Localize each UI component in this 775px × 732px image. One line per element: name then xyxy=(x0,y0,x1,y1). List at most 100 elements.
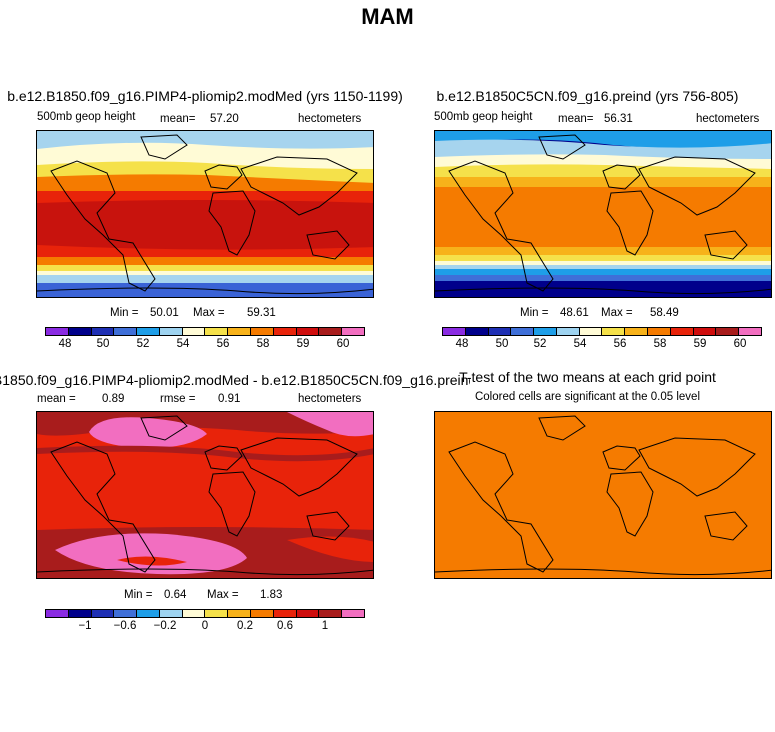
panel2-colorbar xyxy=(442,327,762,336)
panel1-colorbar-label: 58 xyxy=(256,338,270,350)
colorbar-swatch xyxy=(182,610,206,617)
panel1-min-text: Min = xyxy=(110,307,139,319)
panel3-units: hectometers xyxy=(298,393,362,405)
panel3-rmse-value: 0.91 xyxy=(218,393,241,405)
colorbar-swatch xyxy=(739,328,761,335)
colorbar-swatch xyxy=(511,328,535,335)
colorbar-swatch xyxy=(159,610,183,617)
colorbar-swatch xyxy=(228,610,252,617)
panel1-mean-value: 57.20 xyxy=(210,113,239,125)
panel4-field xyxy=(435,412,771,578)
panel3-colorbar-label: 0.6 xyxy=(277,620,293,632)
panel3-colorbar-label: −0.2 xyxy=(153,620,177,632)
colorbar-swatch xyxy=(443,328,466,335)
panel2-colorbar-label: 56 xyxy=(613,338,627,350)
panel2-colorbar-label: 48 xyxy=(455,338,469,350)
panel2-colorbar-label: 58 xyxy=(653,338,667,350)
panel3-field xyxy=(37,412,373,578)
colorbar-swatch xyxy=(556,328,580,335)
panel1-colorbar-label: 56 xyxy=(216,338,230,350)
colorbar-swatch xyxy=(648,328,671,335)
panel3-min-value: 0.64 xyxy=(164,589,187,601)
panel3-max-text: Max = xyxy=(207,589,239,601)
panel3-colorbar xyxy=(45,609,365,618)
colorbar-swatch xyxy=(159,328,183,335)
colorbar-swatch xyxy=(68,610,92,617)
panel1-max-value: 59.31 xyxy=(247,307,276,319)
panel2-map xyxy=(434,130,772,298)
panel2-mean-value: 56.31 xyxy=(604,113,633,125)
panel1-colorbar-label: 59 xyxy=(296,338,310,350)
panel1-colorbar xyxy=(45,327,365,336)
panel2-colorbar-label: 54 xyxy=(573,338,587,350)
colorbar-swatch xyxy=(319,328,343,335)
colorbar-swatch xyxy=(342,328,364,335)
panel3-map xyxy=(36,411,374,579)
panel2-min-text: Min = xyxy=(520,307,549,319)
colorbar-swatch xyxy=(114,328,138,335)
colorbar-swatch xyxy=(693,328,717,335)
panel2-field xyxy=(435,131,771,297)
panel1-colorbar-label: 48 xyxy=(58,338,72,350)
colorbar-swatch xyxy=(319,610,343,617)
panel1-units: hectometers xyxy=(298,113,362,125)
panel2-max-value: 58.49 xyxy=(650,307,679,319)
panel3-rmse-text: rmse = xyxy=(160,393,196,405)
panel1-colorbar-label: 54 xyxy=(176,338,190,350)
panel1-variable: 500mb geop height xyxy=(37,111,136,123)
colorbar-swatch xyxy=(137,610,160,617)
panel2-min-value: 48.61 xyxy=(560,307,589,319)
panel3-colorbar-label: −1 xyxy=(78,620,92,632)
colorbar-swatch xyxy=(91,328,115,335)
colorbar-swatch xyxy=(273,328,297,335)
panel1-min-value: 50.01 xyxy=(150,307,179,319)
panel2-max-text: Max = xyxy=(601,307,633,319)
panel3-max-value: 1.83 xyxy=(260,589,283,601)
panel3-colorbar-label: 0 xyxy=(201,620,209,632)
colorbar-swatch xyxy=(91,610,115,617)
colorbar-swatch xyxy=(273,610,297,617)
colorbar-swatch xyxy=(579,328,603,335)
panel2-title: b.e12.B1850C5CN.f09_g16.preind (yrs 756-… xyxy=(436,88,739,104)
panel1-colorbar-label: 60 xyxy=(336,338,350,350)
colorbar-swatch xyxy=(296,328,320,335)
panel3-min-text: Min = xyxy=(124,589,153,601)
panel3-colorbar-label: 1 xyxy=(321,620,329,632)
panel2-colorbar-label: 52 xyxy=(533,338,547,350)
colorbar-swatch xyxy=(534,328,557,335)
colorbar-swatch xyxy=(182,328,206,335)
panel1-colorbar-label: 52 xyxy=(136,338,150,350)
panel2-variable: 500mb geop height xyxy=(434,111,533,123)
colorbar-swatch xyxy=(251,328,274,335)
colorbar-swatch xyxy=(228,328,252,335)
panel1-max-text: Max = xyxy=(193,307,225,319)
colorbar-swatch xyxy=(625,328,649,335)
colorbar-swatch xyxy=(205,610,229,617)
panel2-mean-text: mean= xyxy=(558,113,594,125)
colorbar-swatch xyxy=(465,328,489,335)
panel3-title: b.e12.B1850.f09_g16.PIMP4-pliomip2.modMe… xyxy=(0,372,470,388)
colorbar-swatch xyxy=(114,610,138,617)
colorbar-swatch xyxy=(251,610,274,617)
panel2-colorbar-label: 59 xyxy=(693,338,707,350)
panel1-map xyxy=(36,130,374,298)
colorbar-swatch xyxy=(602,328,626,335)
panel3-mean-value: 0.89 xyxy=(102,393,125,405)
colorbar-swatch xyxy=(46,610,69,617)
colorbar-swatch xyxy=(205,328,229,335)
colorbar-swatch xyxy=(342,610,364,617)
panel4-map xyxy=(434,411,772,579)
panel3-mean-text: mean = xyxy=(37,393,76,405)
colorbar-swatch xyxy=(716,328,740,335)
colorbar-swatch xyxy=(46,328,69,335)
panel3-colorbar-label: 0.2 xyxy=(237,620,253,632)
panel1-colorbar-label: 50 xyxy=(96,338,110,350)
colorbar-swatch xyxy=(488,328,512,335)
panel4-subtitle: Colored cells are significant at the 0.0… xyxy=(474,391,700,403)
panel4-title: T-test of the two means at each grid poi… xyxy=(459,369,716,385)
page-title: MAM xyxy=(361,4,414,29)
panel1-mean-text: mean= xyxy=(160,113,196,125)
panel2-colorbar-label: 60 xyxy=(733,338,747,350)
colorbar-swatch xyxy=(296,610,320,617)
panel1-field xyxy=(37,131,373,297)
